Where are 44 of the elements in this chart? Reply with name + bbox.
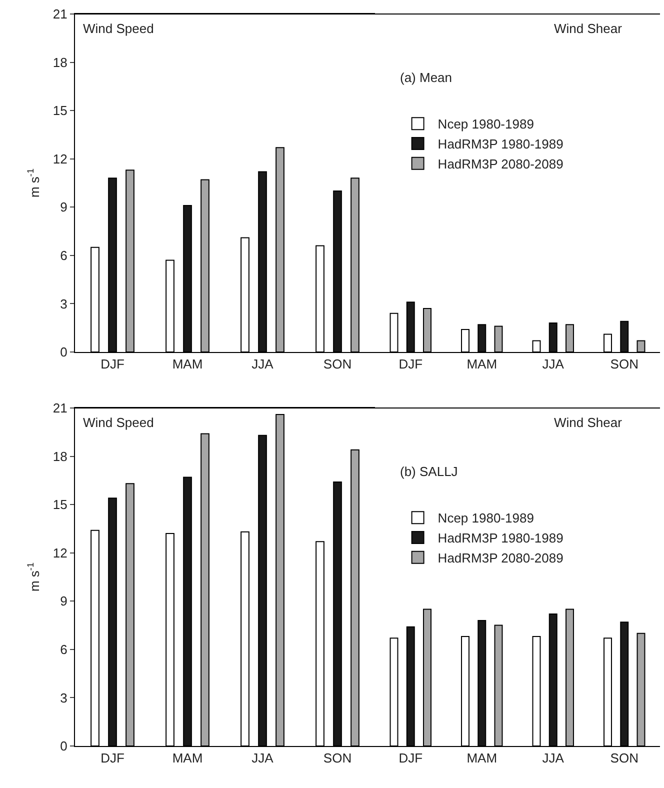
legend-label: HadRM3P 1980-1989 bbox=[438, 530, 564, 546]
annotation: (b) SALLJ bbox=[400, 464, 458, 479]
y-tick-label: 3 bbox=[60, 690, 68, 706]
x-tick-label: DJF bbox=[100, 356, 124, 372]
y-tick-label: 0 bbox=[60, 738, 68, 754]
x-tick-label: JJA bbox=[542, 356, 564, 372]
x-tick-label: SON bbox=[323, 750, 352, 766]
x-tick-label: SON bbox=[610, 356, 638, 372]
y-tick-label: 15 bbox=[52, 103, 68, 118]
y-tick-label: 0 bbox=[60, 344, 68, 360]
annotation: Wind Shear bbox=[554, 21, 623, 36]
x-tick-label: DJF bbox=[100, 750, 124, 766]
y-tick-label: 12 bbox=[52, 545, 68, 560]
x-tick-label: SON bbox=[323, 356, 352, 372]
y-tick-label: 9 bbox=[60, 200, 68, 215]
legend-label: Ncep 1980-1989 bbox=[438, 116, 534, 132]
legend-label: HadRM3P 1980-1989 bbox=[438, 136, 564, 152]
y-tick-label: 12 bbox=[52, 151, 68, 166]
y-tick-label: 21 bbox=[52, 400, 68, 416]
legend-label: HadRM3P 2080-2089 bbox=[438, 550, 564, 566]
x-tick-label: DJF bbox=[398, 356, 423, 372]
y-tick-label: 9 bbox=[60, 594, 68, 609]
legend-label: HadRM3P 2080-2089 bbox=[438, 156, 564, 172]
annotation: Wind Shear bbox=[554, 415, 623, 430]
y-tick-label: 15 bbox=[52, 497, 68, 512]
annotation: Wind Speed bbox=[83, 415, 154, 430]
x-tick-label: MAM bbox=[466, 750, 498, 766]
x-tick-label: JJA bbox=[542, 750, 564, 766]
y-tick-label: 3 bbox=[60, 296, 68, 312]
y-tick-label: 18 bbox=[52, 54, 68, 70]
x-tick-label: SON bbox=[610, 750, 638, 766]
y-tick-label: 21 bbox=[52, 6, 68, 22]
y-tick-label: 6 bbox=[60, 248, 68, 263]
x-tick-label: MAM bbox=[172, 356, 203, 372]
legend-label: Ncep 1980-1989 bbox=[438, 510, 534, 526]
x-tick-label: MAM bbox=[466, 356, 498, 372]
annotation: (a) Mean bbox=[400, 70, 452, 85]
y-tick-label: 18 bbox=[52, 448, 68, 464]
x-tick-label: JJA bbox=[252, 356, 274, 372]
annotation: Wind Speed bbox=[83, 21, 154, 36]
x-tick-label: MAM bbox=[172, 750, 203, 766]
y-tick-label: 6 bbox=[60, 642, 68, 657]
x-tick-label: JJA bbox=[252, 750, 274, 766]
x-tick-label: DJF bbox=[398, 750, 423, 766]
